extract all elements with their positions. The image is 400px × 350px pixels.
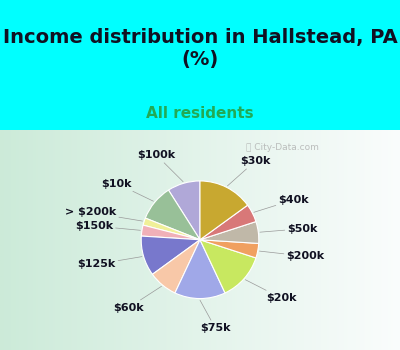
Wedge shape bbox=[152, 240, 200, 293]
Text: > $200k: > $200k bbox=[65, 208, 142, 221]
Text: $40k: $40k bbox=[254, 195, 309, 212]
Wedge shape bbox=[200, 205, 256, 240]
Wedge shape bbox=[200, 222, 259, 244]
Wedge shape bbox=[141, 236, 200, 274]
Text: $150k: $150k bbox=[75, 221, 140, 231]
Text: $10k: $10k bbox=[102, 178, 154, 201]
Text: ⓘ City-Data.com: ⓘ City-Data.com bbox=[246, 143, 319, 152]
Text: $60k: $60k bbox=[113, 286, 162, 313]
Wedge shape bbox=[141, 225, 200, 240]
Wedge shape bbox=[143, 218, 200, 240]
Text: $200k: $200k bbox=[259, 251, 325, 261]
Text: $125k: $125k bbox=[77, 257, 142, 270]
Text: All residents: All residents bbox=[146, 106, 254, 121]
Text: $50k: $50k bbox=[260, 224, 318, 234]
Wedge shape bbox=[200, 181, 248, 240]
Text: $75k: $75k bbox=[200, 300, 230, 333]
Wedge shape bbox=[168, 181, 200, 240]
Wedge shape bbox=[200, 240, 259, 258]
Wedge shape bbox=[175, 240, 225, 299]
Text: $100k: $100k bbox=[137, 150, 183, 182]
Wedge shape bbox=[145, 190, 200, 240]
Wedge shape bbox=[200, 240, 256, 293]
Text: Income distribution in Hallstead, PA
(%): Income distribution in Hallstead, PA (%) bbox=[3, 28, 397, 70]
Text: $20k: $20k bbox=[245, 280, 297, 303]
Text: $30k: $30k bbox=[228, 156, 270, 186]
